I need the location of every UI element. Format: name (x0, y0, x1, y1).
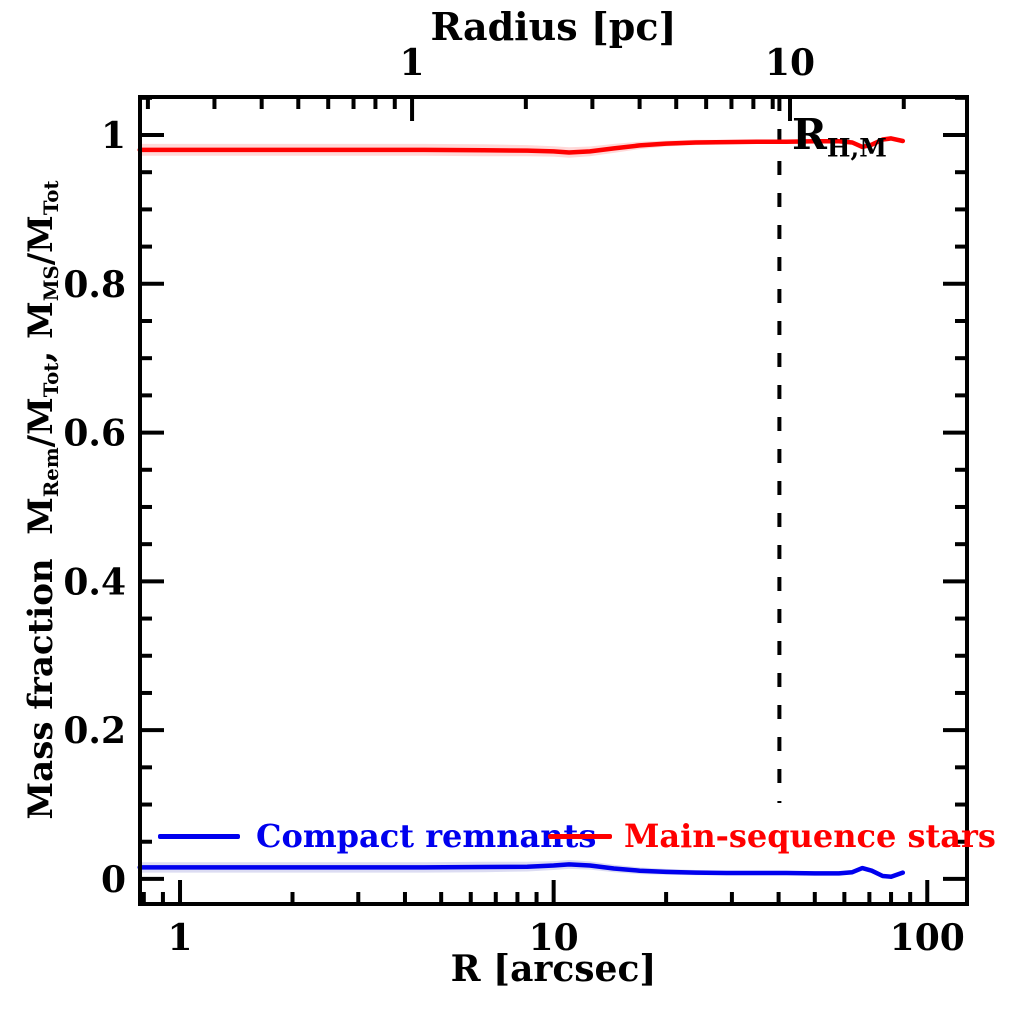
y-tick-label: 0.2 (63, 710, 126, 752)
y-axis-title-text: Mass fraction M (21, 497, 62, 820)
y-axis-sub-ms: MS (38, 265, 63, 302)
y-tick-label: 0.4 (63, 561, 126, 603)
axis-ticks (140, 95, 967, 904)
top-axis-title: Radius [pc] (430, 4, 677, 49)
bottom-tick-label: 10 (529, 917, 579, 959)
y-axis-title-text: , M (21, 301, 62, 363)
line-compact-remnants (137, 862, 906, 879)
y-axis-sub-tot2: Tot (38, 180, 63, 216)
y-axis-title-text: /M (21, 215, 62, 266)
bottom-tick-label: 1 (167, 917, 192, 959)
y-tick-label: 0 (101, 859, 126, 901)
y-tick-label: 0.6 (63, 413, 126, 455)
y-axis-sub-rem: Rem (38, 447, 63, 498)
half-mass-radius-annotation: RH,M (792, 112, 887, 172)
top-tick-label: 10 (765, 42, 815, 84)
plot-frame (138, 95, 969, 906)
y-tick-label: 0.8 (63, 264, 126, 306)
rhm-label-sub: H,M (826, 133, 887, 163)
top-tick-label: 1 (400, 42, 425, 84)
y-tick-label: 1 (101, 115, 126, 157)
legend-label-compact-remnants: Compact remnants (256, 817, 597, 855)
uncertainty-bands (139, 136, 903, 879)
legend-line-main-sequence-stars (548, 834, 612, 839)
bottom-tick-label: 100 (890, 917, 965, 959)
y-axis-sub-tot: Tot (38, 362, 63, 398)
legend-line-compact-remnants (158, 834, 240, 839)
bottom-axis-title: R [arcsec] (450, 948, 657, 990)
line-main-sequence-stars (137, 136, 906, 155)
y-axis-title: Mass fraction MRem/MTot, MMS/MTot (21, 181, 63, 820)
rhm-label-main: R (792, 110, 827, 159)
data-lines (137, 136, 906, 879)
legend-label-main-sequence-stars: Main-sequence stars (624, 817, 996, 855)
y-axis-title-text: /M (21, 397, 62, 448)
